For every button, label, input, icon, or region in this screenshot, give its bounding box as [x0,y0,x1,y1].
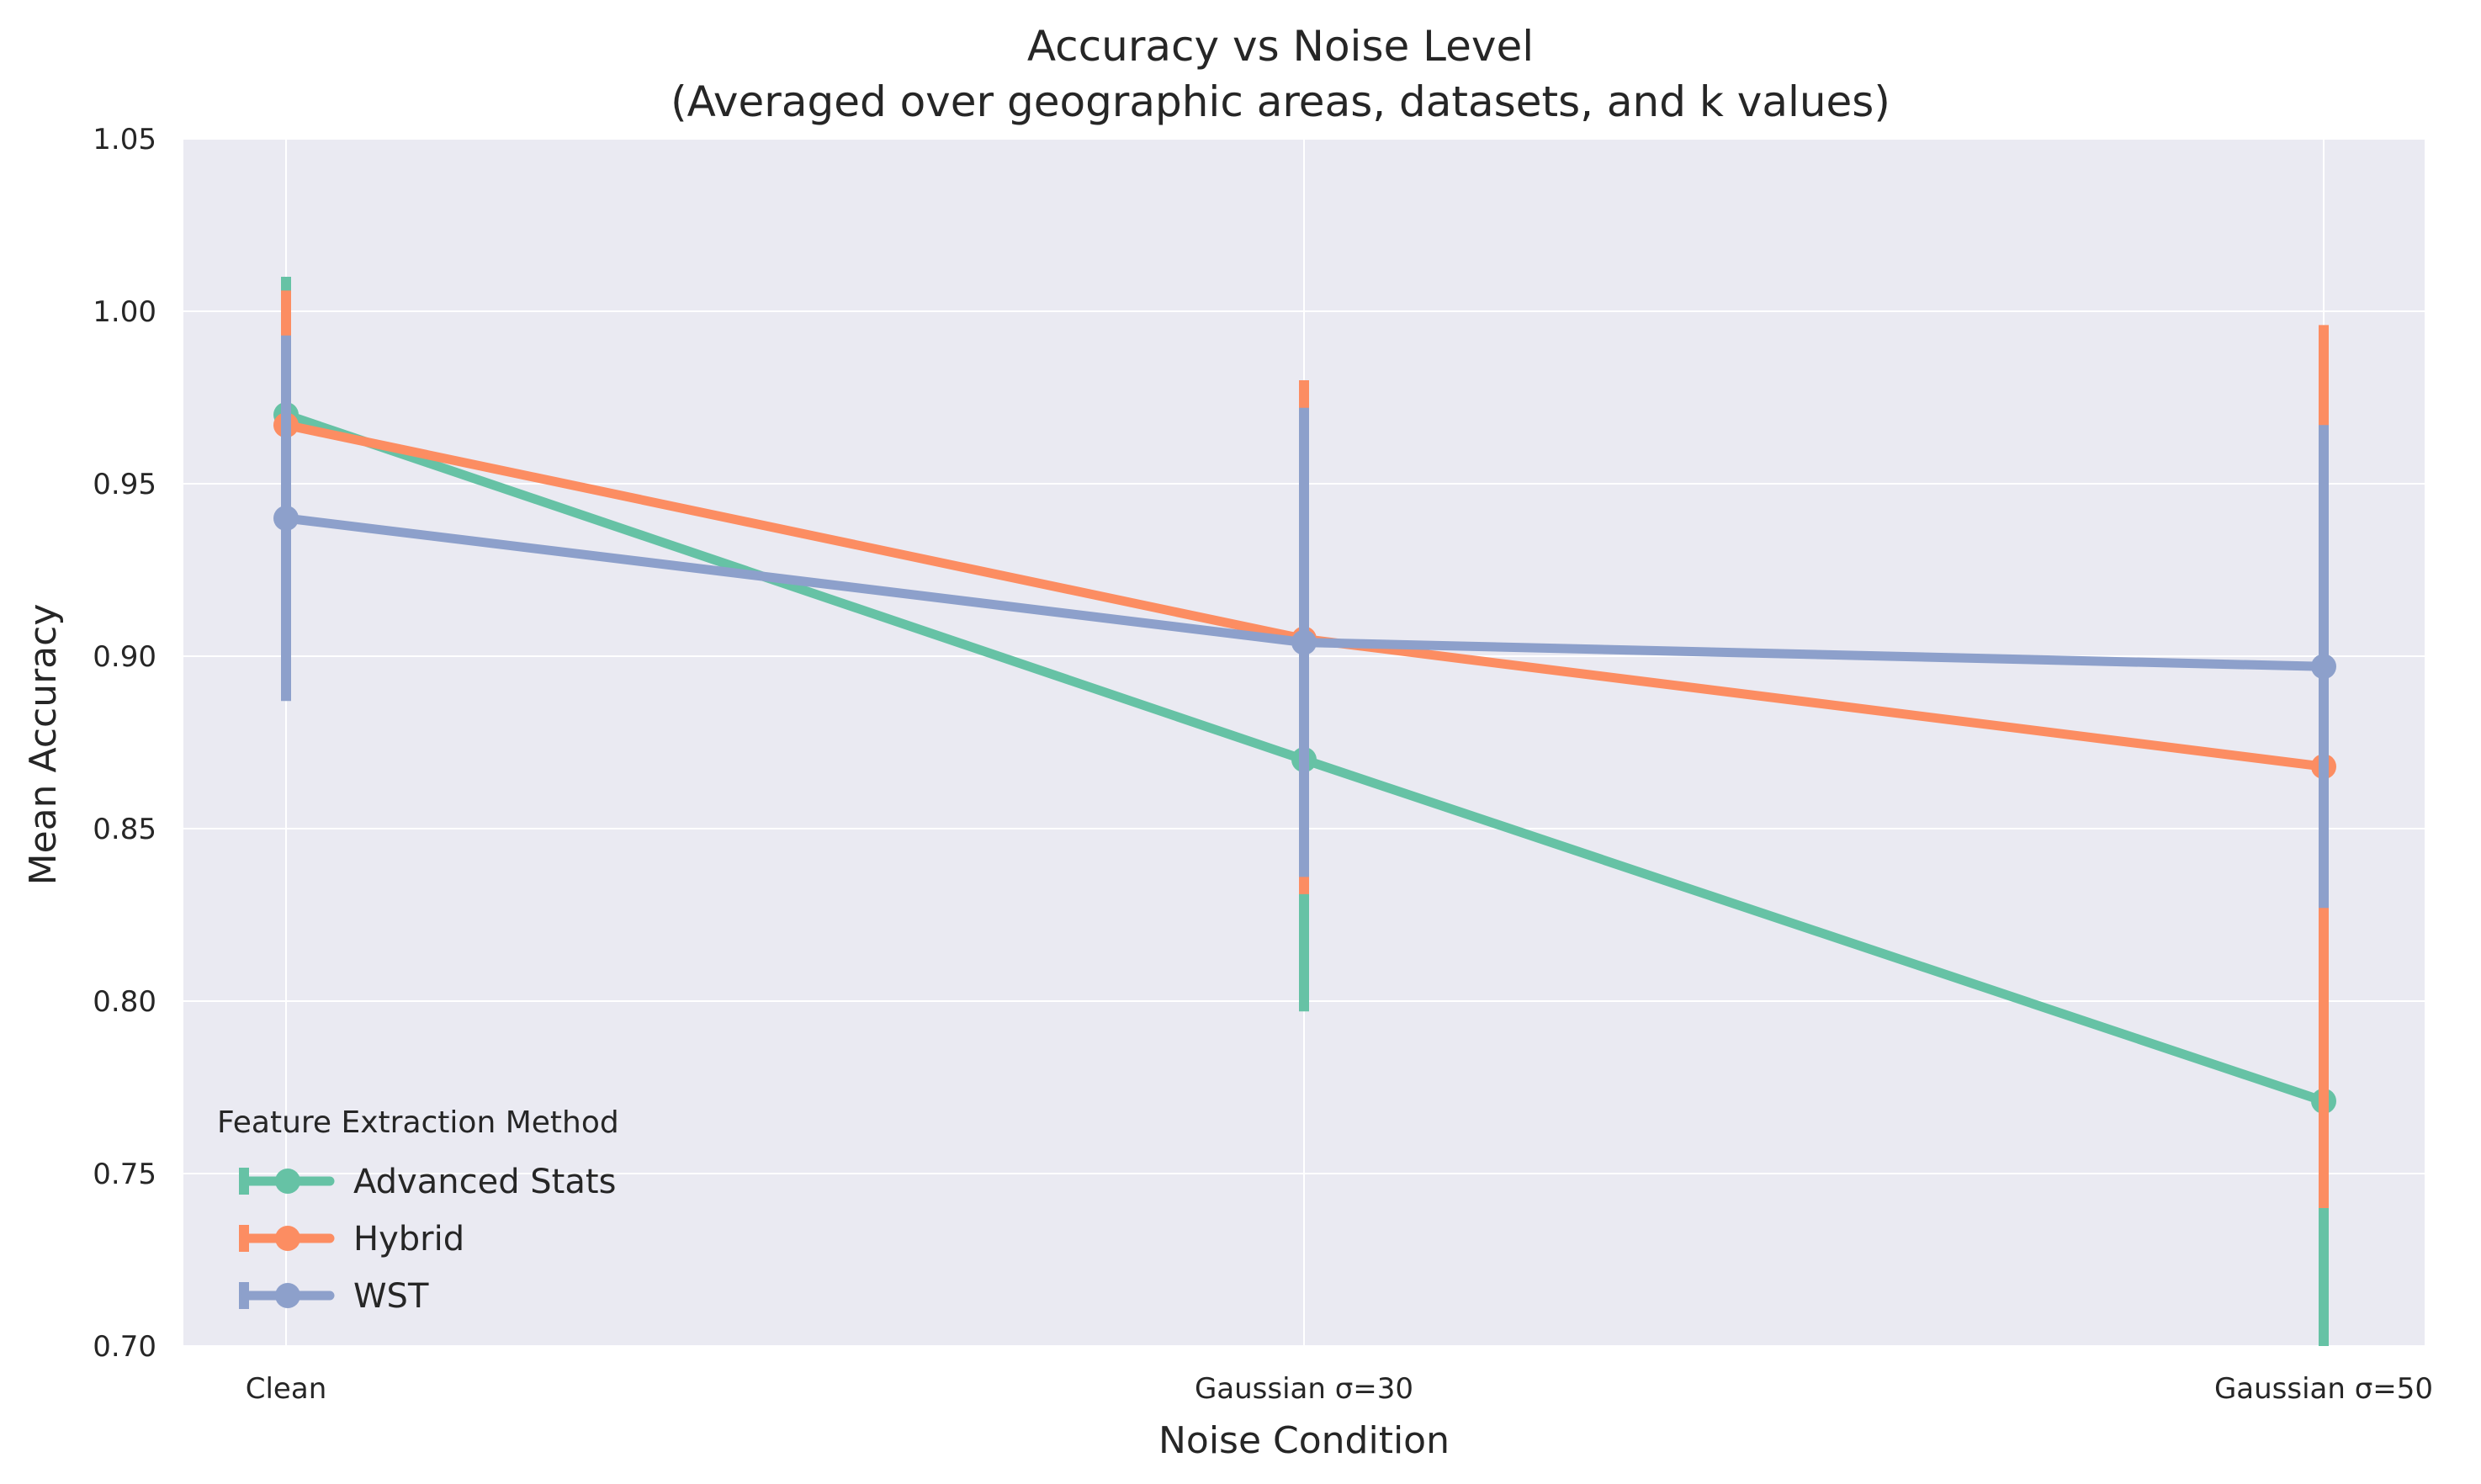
legend-entry-label: WST [353,1277,429,1316]
y-tick-label: 1.05 [93,123,156,156]
x-tick-label: Clean [246,1372,327,1406]
x-tick-label: Gaussian σ=30 [1195,1372,1413,1406]
data-point [273,506,299,531]
y-tick-label: 0.95 [93,468,156,501]
series-layer [273,277,2336,1346]
data-point [1291,629,1317,655]
y-axis-label: Mean Accuracy [22,604,65,886]
legend-point-marker [275,1283,300,1308]
y-tick-label: 0.90 [93,640,156,674]
y-tick-label: 0.70 [93,1330,156,1364]
legend-point-marker [275,1169,300,1194]
x-tick-label: Gaussian σ=50 [2214,1372,2433,1406]
series-wst [273,335,2336,909]
legend-title: Feature Extraction Method [217,1105,619,1140]
legend: Feature Extraction Method Advanced Stats… [217,1105,619,1316]
y-tick-labels: 0.70 0.75 0.80 0.85 0.90 0.95 1.00 1.05 [93,123,156,1364]
legend-entry-label: Advanced Stats [353,1163,616,1201]
chart-title: Accuracy vs Noise Level [1027,22,1534,71]
data-point [2311,654,2336,680]
y-tick-label: 0.85 [93,813,156,846]
y-tick-label: 1.00 [93,295,156,329]
y-tick-label: 0.75 [93,1158,156,1191]
legend-point-marker [275,1226,300,1251]
chart-subtitle: (Averaged over geographic areas, dataset… [671,77,1890,126]
y-tick-label: 0.80 [93,985,156,1019]
x-axis-label: Noise Condition [1158,1419,1450,1462]
legend-entry-label: Hybrid [353,1220,464,1259]
x-tick-labels: Clean Gaussian σ=30 Gaussian σ=50 [246,1372,2433,1406]
